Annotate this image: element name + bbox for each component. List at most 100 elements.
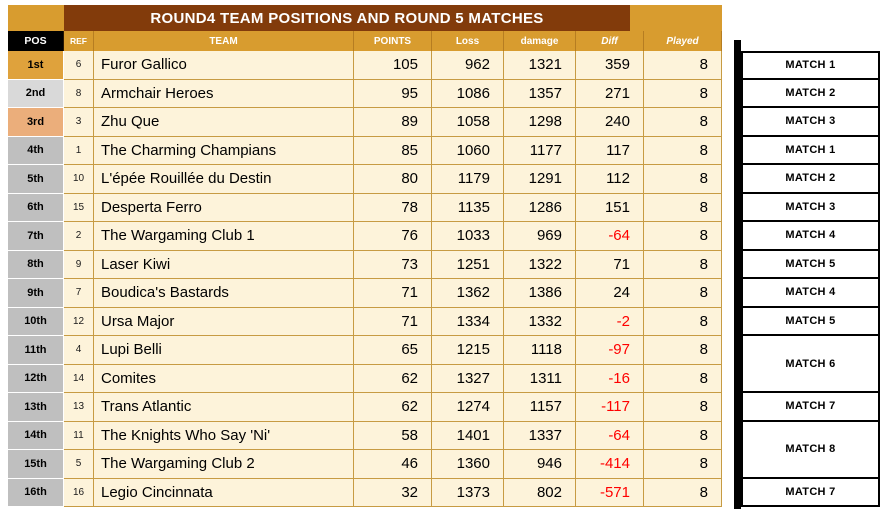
standings-table: ROUND4 TEAM POSITIONS AND ROUND 5 MATCHE… [8, 5, 722, 507]
played-cell: 8 [644, 307, 722, 336]
team-cell: Laser Kiwi [94, 250, 354, 279]
match-cell: MATCH 1 [741, 51, 880, 80]
played-cell: 8 [644, 165, 722, 194]
position-cell: 9th [8, 279, 64, 308]
match-divider-bar [734, 40, 741, 509]
damage-cell: 1157 [504, 393, 576, 422]
table-row: 7th 2 The Wargaming Club 1 76 1033 969 -64 8 [8, 222, 722, 251]
loss-cell: 1274 [432, 393, 504, 422]
diff-cell: -117 [576, 393, 644, 422]
match-cell: MATCH 2 [741, 77, 880, 108]
played-cell: 8 [644, 222, 722, 251]
loss-cell: 962 [432, 51, 504, 80]
table-row: 2nd 8 Armchair Heroes 95 1086 1357 271 8 [8, 79, 722, 108]
team-cell: Ursa Major [94, 307, 354, 336]
position-cell: 10th [8, 307, 64, 336]
position-cell: 14th [8, 421, 64, 450]
played-cell: 8 [644, 193, 722, 222]
points-cell: 71 [354, 307, 432, 336]
damage-cell: 1337 [504, 421, 576, 450]
title-corner-left [8, 5, 64, 31]
loss-cell: 1360 [432, 450, 504, 479]
damage-cell: 969 [504, 222, 576, 251]
loss-cell: 1215 [432, 336, 504, 365]
ref-cell: 14 [64, 364, 94, 393]
diff-cell: 117 [576, 136, 644, 165]
diff-cell: 359 [576, 51, 644, 80]
table-row: 4th 1 The Charming Champians 85 1060 1177 117 8 [8, 136, 722, 165]
played-cell: 8 [644, 136, 722, 165]
diff-cell: -2 [576, 307, 644, 336]
team-cell: Trans Atlantic [94, 393, 354, 422]
ref-cell: 5 [64, 450, 94, 479]
position-cell: 13th [8, 393, 64, 422]
damage-cell: 1386 [504, 279, 576, 308]
match-cell: MATCH 7 [741, 391, 880, 422]
played-cell: 8 [644, 450, 722, 479]
table-row: 8th 9 Laser Kiwi 73 1251 1322 71 8 [8, 250, 722, 279]
ref-cell: 6 [64, 51, 94, 80]
diff-cell: -64 [576, 222, 644, 251]
ref-cell: 15 [64, 193, 94, 222]
table-header: POS REF TEAM POINTS Loss damage Diff Pla… [8, 31, 722, 51]
match-cell: MATCH 4 [741, 220, 880, 251]
points-cell: 78 [354, 193, 432, 222]
table-row: 10th 12 Ursa Major 71 1334 1332 -2 8 [8, 307, 722, 336]
damage-cell: 1322 [504, 250, 576, 279]
points-cell: 76 [354, 222, 432, 251]
match-cell: MATCH 5 [741, 305, 880, 336]
match-cell: MATCH 2 [741, 163, 880, 194]
team-cell: The Wargaming Club 1 [94, 222, 354, 251]
table-row: 5th 10 L'épée Rouillée du Destin 80 1179 1291… [8, 165, 722, 194]
position-cell: 3rd [8, 108, 64, 137]
diff-cell: 271 [576, 79, 644, 108]
ref-cell: 13 [64, 393, 94, 422]
ref-cell: 7 [64, 279, 94, 308]
match-cell: MATCH 8 [741, 419, 880, 479]
ref-cell: 11 [64, 421, 94, 450]
played-cell: 8 [644, 364, 722, 393]
team-cell: The Wargaming Club 2 [94, 450, 354, 479]
ref-cell: 10 [64, 165, 94, 194]
position-cell: 7th [8, 222, 64, 251]
position-cell: 16th [8, 478, 64, 507]
col-header-ref: REF [64, 31, 94, 51]
damage-cell: 802 [504, 478, 576, 507]
team-cell: The Knights Who Say 'Ni' [94, 421, 354, 450]
damage-cell: 1332 [504, 307, 576, 336]
col-header-diff: Diff [576, 31, 644, 51]
table-row: 11th 4 Lupi Belli 65 1215 1118 -97 8 [8, 336, 722, 365]
page-title: ROUND4 TEAM POSITIONS AND ROUND 5 MATCHE… [64, 5, 630, 31]
position-cell: 5th [8, 165, 64, 194]
ref-cell: 1 [64, 136, 94, 165]
col-header-damage: damage [504, 31, 576, 51]
damage-cell: 946 [504, 450, 576, 479]
ref-cell: 3 [64, 108, 94, 137]
table-row: 9th 7 Boudica's Bastards 71 1362 1386 24 8 [8, 279, 722, 308]
match-column: MATCH 1 MATCH 2 MATCH 3 MATCH 1 MATCH 2 MATCH… [741, 51, 880, 507]
loss-cell: 1334 [432, 307, 504, 336]
ref-cell: 4 [64, 336, 94, 365]
diff-cell: 71 [576, 250, 644, 279]
points-cell: 58 [354, 421, 432, 450]
col-header-loss: Loss [432, 31, 504, 51]
table-row: 6th 15 Desperta Ferro 78 1135 1286 151 8 [8, 193, 722, 222]
points-cell: 46 [354, 450, 432, 479]
points-cell: 89 [354, 108, 432, 137]
team-cell: Desperta Ferro [94, 193, 354, 222]
col-header-team: TEAM [94, 31, 354, 51]
col-header-played: Played [644, 31, 722, 51]
ref-cell: 12 [64, 307, 94, 336]
played-cell: 8 [644, 421, 722, 450]
loss-cell: 1058 [432, 108, 504, 137]
position-cell: 15th [8, 450, 64, 479]
diff-cell: -97 [576, 336, 644, 365]
match-cell: MATCH 3 [741, 191, 880, 222]
table-row: 15th 5 The Wargaming Club 2 46 1360 946 -414 8 [8, 450, 722, 479]
loss-cell: 1060 [432, 136, 504, 165]
played-cell: 8 [644, 108, 722, 137]
table-row: 1st 6 Furor Gallico 105 962 1321 359 8 [8, 51, 722, 80]
played-cell: 8 [644, 79, 722, 108]
played-cell: 8 [644, 393, 722, 422]
damage-cell: 1357 [504, 79, 576, 108]
